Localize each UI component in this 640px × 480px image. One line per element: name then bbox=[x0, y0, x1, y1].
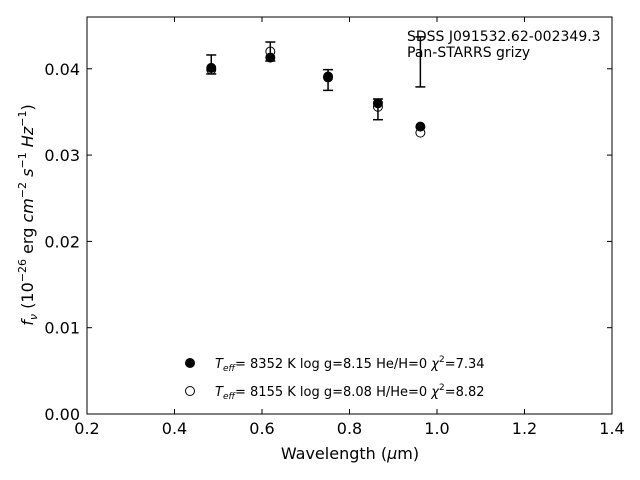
annotation-survey: Pan-STARRS grizy bbox=[407, 45, 530, 61]
x-axis-label: Wavelength (μm) bbox=[281, 444, 419, 463]
model-point-open bbox=[265, 46, 276, 57]
y-tick-label: 0.00 bbox=[44, 405, 80, 424]
model-point-filled bbox=[372, 98, 383, 109]
x-tick-label: 0.8 bbox=[337, 419, 362, 438]
x-tick-label: 0.6 bbox=[249, 419, 274, 438]
plot-frame bbox=[86, 16, 613, 415]
legend-label-series-2: Teff= 8155 K log g=8.08 H/He=0 χ2=8.82 bbox=[215, 383, 485, 402]
legend-label-series-1: Teff= 8352 K log g=8.15 He/H=0 χ2=7.34 bbox=[215, 355, 485, 374]
y-tick-label: 0.02 bbox=[44, 232, 80, 251]
y-tick-label: 0.03 bbox=[44, 146, 80, 165]
annotation-object-name: SDSS J091532.62-002349.3 bbox=[407, 29, 601, 45]
plot-area bbox=[86, 16, 613, 415]
data-points bbox=[206, 46, 426, 138]
y-axis-label: fν (10−26 erg cm−2 s−1 Hz−1) bbox=[16, 104, 40, 325]
model-point-open bbox=[323, 72, 334, 83]
x-tick-label: 1.4 bbox=[599, 419, 624, 438]
y-tick-label: 0.04 bbox=[44, 60, 80, 79]
y-tick-label: 0.01 bbox=[44, 319, 80, 338]
x-tick-label: 0.2 bbox=[74, 419, 99, 438]
axis-ticks: 0.2 0.4 0.6 0.8 1.0 1.2 1.4 0.00 0.01 0.02 0.03 0.0… bbox=[44, 17, 625, 438]
model-point-open bbox=[372, 101, 383, 112]
x-tick-label: 0.4 bbox=[162, 419, 187, 438]
model-point-open bbox=[206, 64, 217, 75]
legend-marker-open bbox=[185, 386, 195, 396]
legend-marker-filled bbox=[185, 358, 195, 368]
legend: Teff= 8352 K log g=8.15 He/H=0 χ2=7.34 T… bbox=[185, 355, 485, 402]
model-point-open bbox=[415, 127, 426, 138]
x-tick-label: 1.2 bbox=[512, 419, 537, 438]
x-tick-label: 1.0 bbox=[424, 419, 449, 438]
